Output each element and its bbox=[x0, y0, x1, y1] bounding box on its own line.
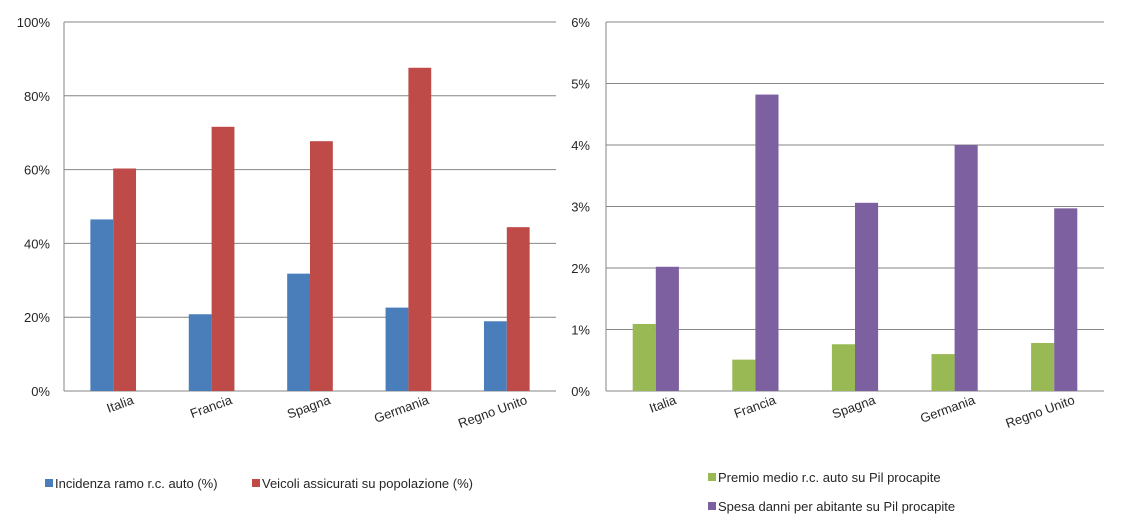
x-tick-label: Francia bbox=[732, 392, 779, 421]
bar bbox=[732, 359, 756, 391]
legend-swatch bbox=[252, 479, 260, 487]
bar bbox=[1031, 343, 1055, 391]
bar bbox=[188, 314, 212, 391]
y-tick-label: 1% bbox=[571, 323, 590, 338]
y-tick-label: 20% bbox=[24, 310, 50, 325]
y-tick-label: 100% bbox=[17, 15, 51, 30]
legend-swatch bbox=[708, 502, 716, 510]
bar bbox=[408, 67, 432, 392]
x-tick-label: Germania bbox=[372, 392, 431, 426]
bar bbox=[831, 344, 855, 391]
bar bbox=[483, 321, 507, 391]
x-tick-label: Francia bbox=[188, 392, 235, 421]
bar bbox=[655, 266, 679, 391]
x-tick-label: Germania bbox=[918, 392, 977, 426]
bar bbox=[113, 168, 137, 391]
bar bbox=[954, 145, 978, 391]
y-tick-label: 0% bbox=[31, 384, 50, 399]
y-tick-label: 6% bbox=[571, 15, 590, 30]
y-tick-label: 2% bbox=[571, 261, 590, 276]
legend-swatch bbox=[708, 473, 716, 481]
x-tick-label: Spagna bbox=[830, 392, 878, 422]
x-tick-label: Italia bbox=[647, 392, 679, 416]
bar bbox=[632, 323, 656, 391]
legend-swatch bbox=[45, 479, 53, 487]
y-tick-label: 0% bbox=[571, 384, 590, 399]
bar bbox=[1054, 208, 1078, 391]
bar bbox=[287, 273, 310, 391]
bar bbox=[90, 219, 114, 391]
y-tick-label: 80% bbox=[24, 89, 50, 104]
chart-1: 0% 20% 40% 60% 80% 100% Italia Francia Spagna Ger… bbox=[17, 15, 556, 491]
bar bbox=[211, 126, 235, 392]
bar bbox=[385, 307, 409, 391]
y-tick-label: 40% bbox=[24, 236, 50, 251]
bar bbox=[755, 94, 779, 391]
y-tick-label: 60% bbox=[24, 163, 50, 178]
x-tick-label: Regno Unito bbox=[456, 392, 529, 431]
bar bbox=[310, 141, 333, 391]
y-tick-label: 5% bbox=[571, 77, 590, 92]
x-tick-label: Italia bbox=[105, 392, 137, 416]
bar bbox=[506, 227, 530, 391]
x-tick-label: Regno Unito bbox=[1003, 392, 1076, 431]
bar bbox=[931, 354, 955, 391]
bar bbox=[855, 202, 879, 391]
chart-2: 0% 1% 2% 3% 4% 5% 6% Italia Francia Spagna Germani… bbox=[571, 15, 1104, 514]
legend-label: Spesa danni per abitante su Pil procapit… bbox=[718, 499, 955, 514]
legend-label: Incidenza ramo r.c. auto (%) bbox=[55, 476, 218, 491]
y-tick-label: 4% bbox=[571, 138, 590, 153]
y-tick-label: 3% bbox=[571, 200, 590, 215]
legend-label: Premio medio r.c. auto su Pil procapite bbox=[718, 470, 941, 485]
legend-label: Veicoli assicurati su popolazione (%) bbox=[262, 476, 473, 491]
x-tick-label: Spagna bbox=[285, 392, 333, 422]
